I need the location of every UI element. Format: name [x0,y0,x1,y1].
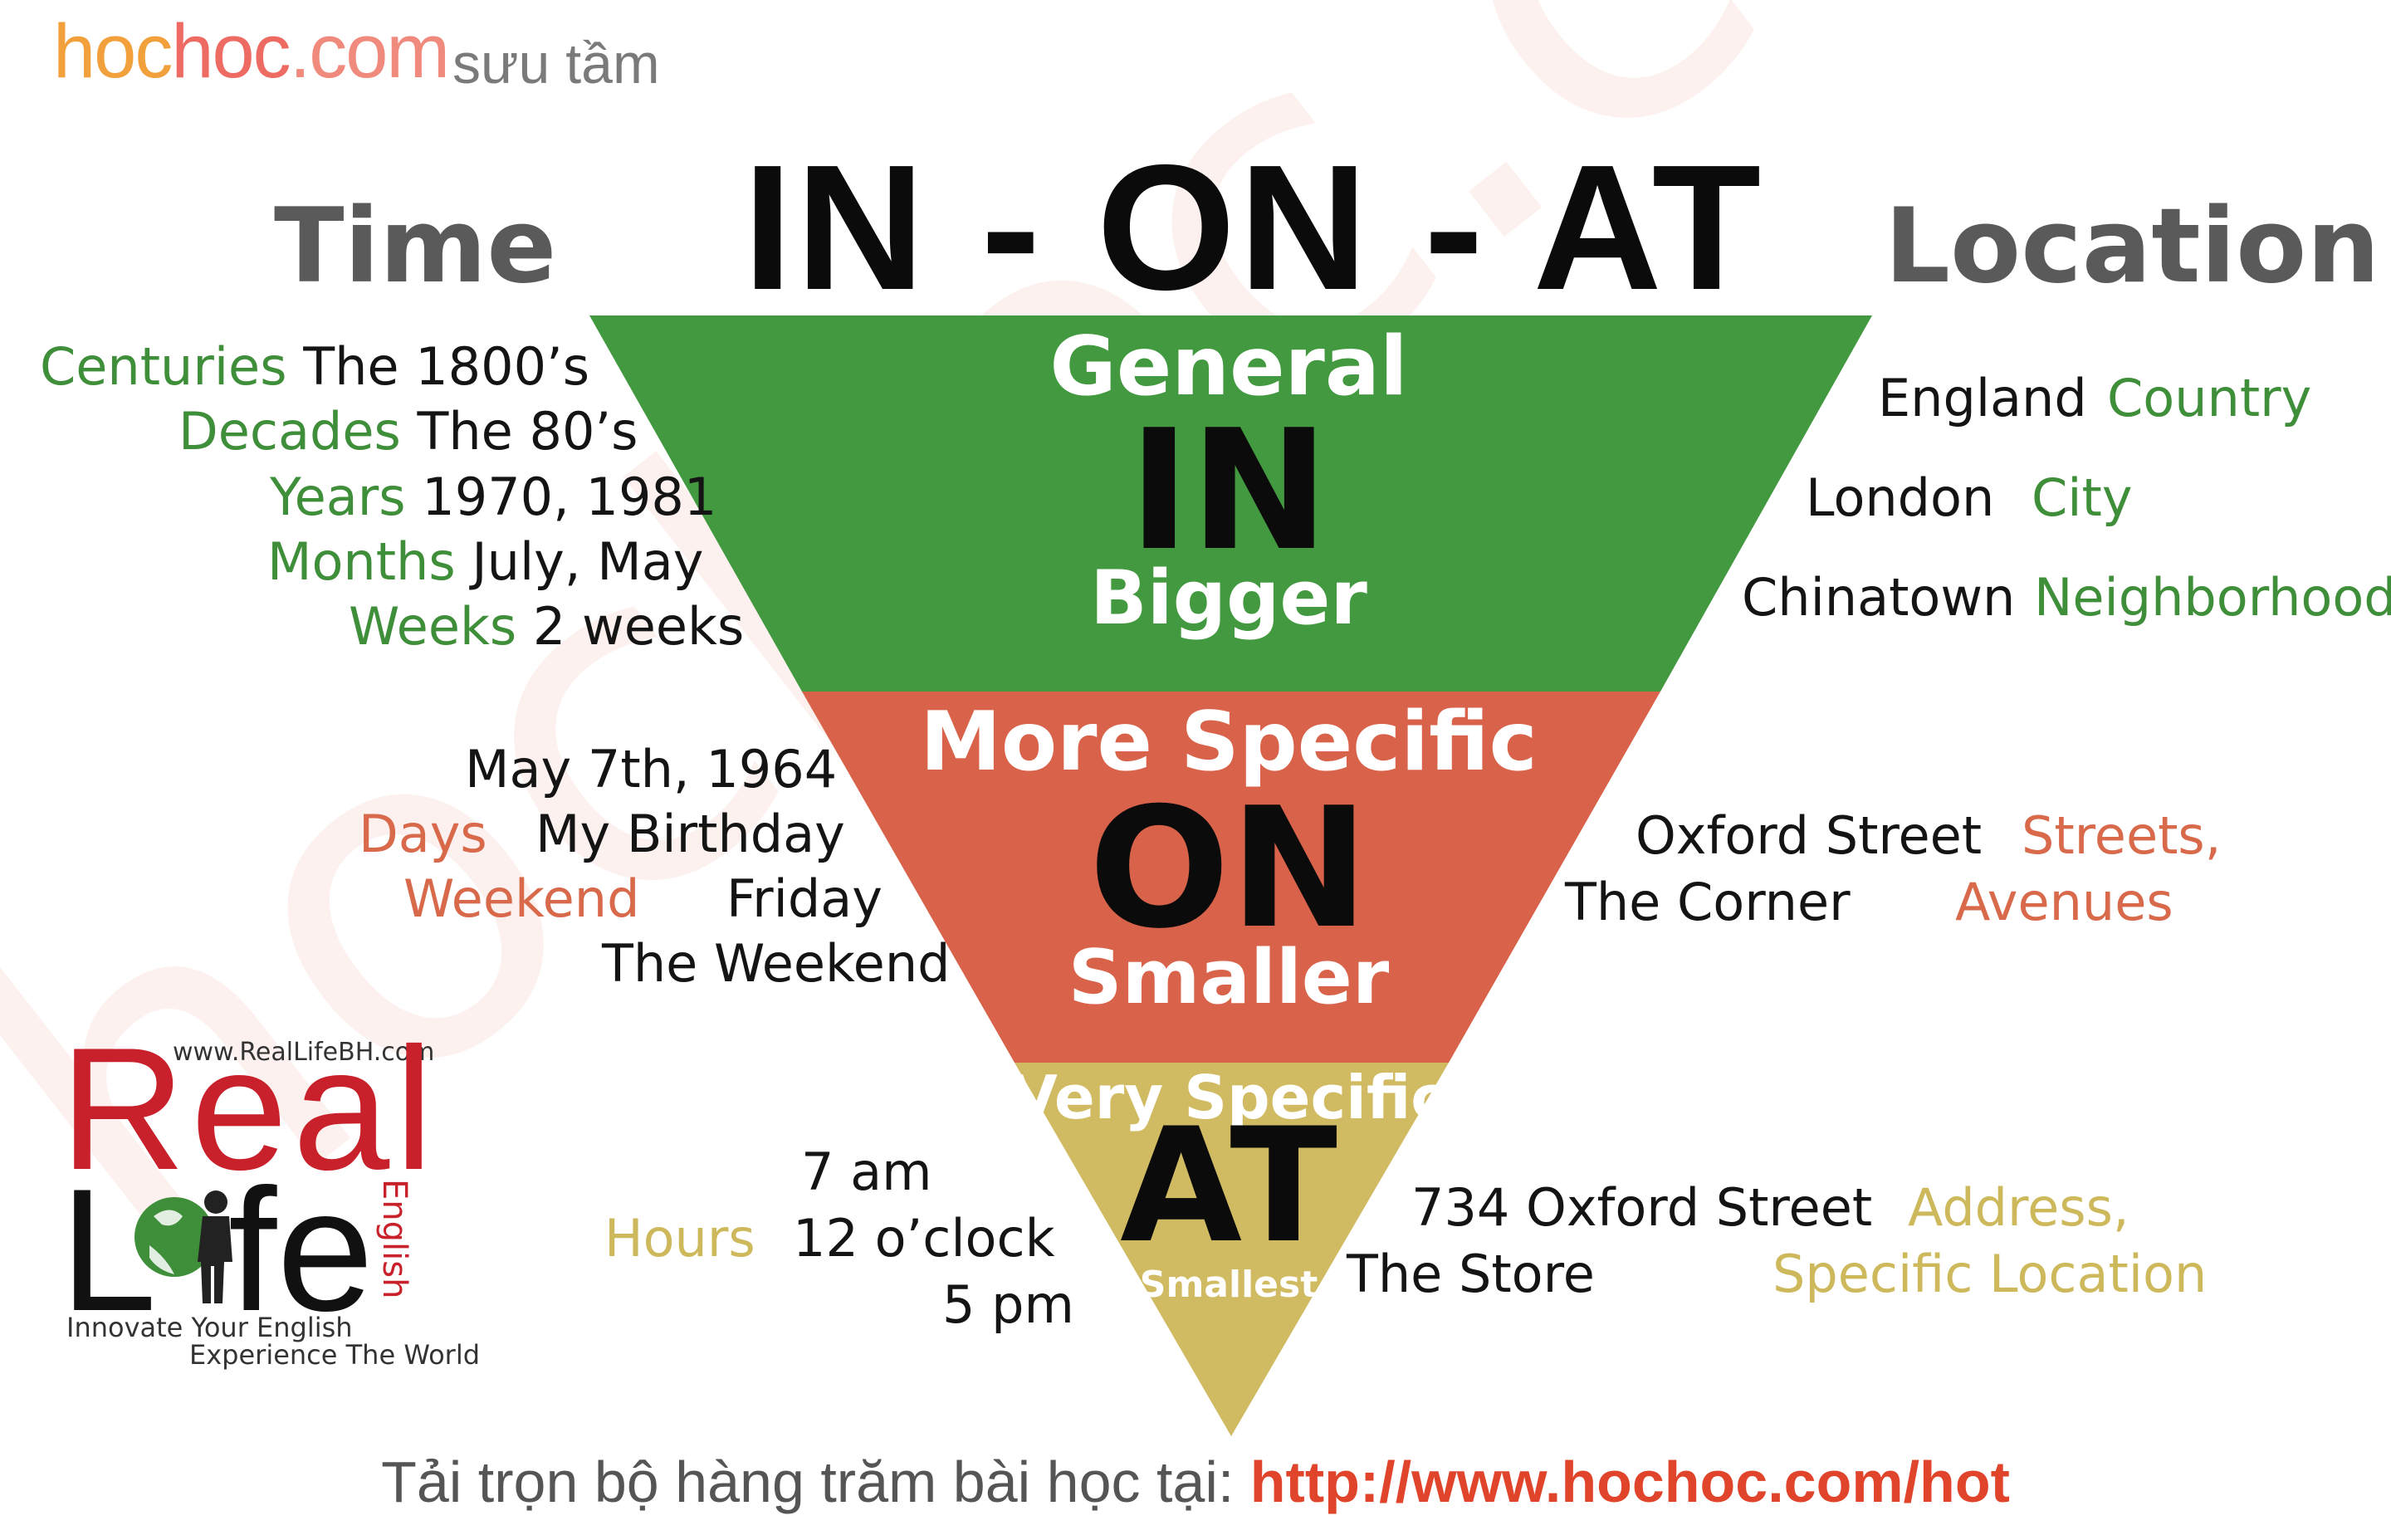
location-in-category: Neighborhood [2034,567,2391,628]
preposition-in: IN [1128,394,1329,588]
location-in-example: England [1878,368,2087,428]
location-on-category: Streets, [2022,805,2222,866]
location-at-category: Specific Location [1772,1244,2208,1304]
time-in-row: Weeks 2 weeks [349,596,745,657]
time-at-example: 7 am [801,1142,932,1202]
preposition-at: AT [1120,1094,1337,1278]
level-smaller-label: Smaller [1068,934,1390,1021]
location-at-category: Address, [1908,1177,2129,1238]
time-heading: Time [274,187,557,306]
reallife-english-label: English [375,1179,413,1299]
reallife-tagline-2: Experience The World [189,1339,481,1371]
location-on-example: The Corner [1565,872,1851,932]
level-more-specific-label: More Specific [920,695,1538,790]
location-at-example: The Store [1347,1244,1595,1304]
time-in-row: Years 1970, 1981 [270,467,717,527]
reallife-site-link[interactable]: www.RealLifeBH.com [173,1038,435,1067]
location-in-category: Country [2107,368,2312,428]
location-in-category: City [2032,467,2133,528]
time-in-row: Centuries The 1800’s [40,336,590,397]
time-on-example: Friday [726,868,883,929]
time-in-row: Months July, May [267,531,704,592]
time-at-example: 12 o’clock [793,1208,1055,1269]
footer-link[interactable]: http://www.hochoc.com/hot [1249,1450,2010,1514]
reallife-tagline-1: Innovate Your English [66,1312,353,1343]
pyramid-in-section [589,315,1872,692]
pyramid-on-section [802,692,1660,1063]
time-on-example: The Weekend [602,933,951,994]
hochoc-logo[interactable]: hochoc.com [53,9,450,94]
footer-text: Tải trọn bộ hàng trăm bài học tại: [381,1450,1250,1514]
preposition-on: ON [1088,772,1369,966]
time-in-row: Decades The 80’s [178,401,638,462]
location-at-example: 734 Oxford Street [1411,1177,1873,1238]
time-at-category: Hours [604,1208,755,1269]
footer: Tải trọn bộ hàng trăm bài học tại: http:… [0,1449,2391,1515]
page-title: IN - ON - AT [742,127,1765,327]
location-on-category: Avenues [1955,872,2173,932]
time-on-category: Weekend [403,868,640,929]
reallife-logo-fe: fe [228,1152,374,1347]
location-in-example: London [1806,467,1995,528]
level-general-label: General [1049,320,1408,414]
level-very-specific-label: Very Specific [1011,1063,1446,1132]
pyramid-at-section [1015,1063,1449,1436]
time-on-example: My Birthday [535,804,845,864]
reallife-logo-real: Real [60,1011,438,1206]
brand-subtitle: sưu tầm [452,32,660,95]
time-at-example: 5 pm [942,1274,1074,1335]
location-heading: Location [1885,187,2380,306]
globe-person-icon [134,1190,232,1303]
level-smallest-label: Smallest [1139,1264,1318,1306]
location-in-example: Chinatown [1742,567,2016,628]
time-on-example: May 7th, 1964 [465,739,838,799]
time-on-category: Days [359,804,487,864]
level-bigger-label: Bigger [1090,555,1367,642]
location-on-example: Oxford Street [1636,805,1983,866]
